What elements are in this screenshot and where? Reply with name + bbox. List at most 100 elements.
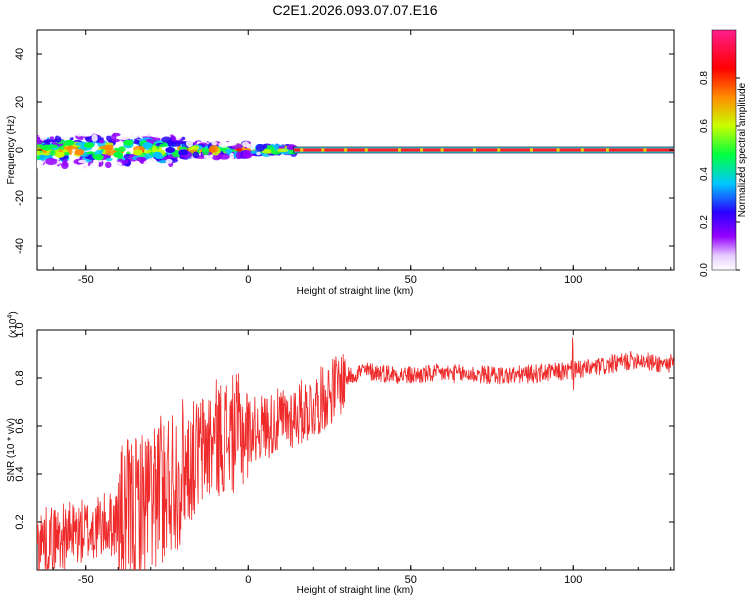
spectrogram-cell [225,148,232,155]
spectrogram-tone-bead [556,148,560,152]
spectrogram-cell [152,118,160,126]
snr-xlabel: Height of straight line (km) [297,585,414,596]
spectrogram-point [142,142,153,149]
spectrogram-tone-bead [321,148,325,152]
spectrogram-tone-bead [643,148,647,152]
snr-multiplier-exp: 4 [7,315,14,319]
spectrogram-cell [178,146,188,151]
spectrogram-cell [158,162,170,167]
spectrogram-cell [54,135,62,143]
spectrogram-point [84,142,94,149]
spectrogram-cell [98,139,105,144]
spectrogram-cell [65,132,75,138]
spectrogram-cell [106,134,112,142]
figure-title: C2E1.2026.093.07.07.E16 [272,2,437,18]
spectrogram-cell [211,141,218,146]
spectrogram-cell [105,157,113,162]
spectrogram-tone-bead [497,148,501,152]
spectrogram-cell [256,151,262,156]
spectrogram-tone-bead [420,148,424,152]
spectrogram-cell [113,120,121,125]
spectrogram-point [103,144,114,151]
spectrogram-cell [163,120,172,128]
spectrogram-panel: -50 0 50 100 -40 -20 0 20 40 Height of straight … [6,29,675,297]
spectrogram-cell [114,161,123,168]
snr-ticks: -50 0 50 100 0.2 0.4 0.6 0.8 1.0 [14,322,674,586]
snr-ytick-label: 1.0 [14,322,26,337]
spectrogram-cell [37,160,43,168]
spectrogram-cell [179,161,186,170]
spectrogram-cell [37,155,41,160]
spectrogram-cell [99,125,107,133]
spectrogram-cell [166,140,178,145]
spectrogram-cell [68,161,75,167]
spectrogram-cell [171,128,183,137]
spectrogram-ytick-label: -40 [14,238,26,254]
spectrogram-point [113,151,124,158]
spectrogram-cell [103,130,114,136]
spectrogram-cell [49,136,55,140]
spectrogram-cell [118,146,126,152]
colorbar-ticks: 0.0 0.2 0.4 0.6 0.8 [699,71,740,277]
spectrogram-point [152,151,163,158]
snr-multiplier: (x104) [7,311,19,338]
spectrogram-cell [128,131,137,138]
spectrogram-cell [277,148,289,153]
spectrogram-tone-bead [397,148,401,152]
spectrogram-cell [250,150,257,154]
spectrogram-cell [236,151,242,160]
spectrogram-cell [78,162,89,171]
spectrogram-cell [127,119,135,126]
spectrogram-tone-bead [440,148,444,152]
spectrogram-tone-bead [472,148,476,152]
spectrogram-cell [135,156,147,162]
spectrogram-cell [159,143,166,148]
spectrogram-point [132,149,143,156]
spectrogram-xtick-label: -50 [78,274,94,286]
colorbar-tick-label: 0.6 [699,119,710,133]
spectrogram-marks [37,117,674,171]
spectrogram-cell [209,144,219,153]
snr-xtick-label: 0 [245,574,251,586]
spectrogram-cell [218,141,230,148]
snr-panel: -50 0 50 100 0.2 0.4 0.6 0.8 1.0 Height of strai… [6,311,675,596]
spectrogram-point [93,154,104,161]
spectrogram-point [54,151,65,158]
spectrogram-cell [93,159,103,163]
spectrogram-ytick-label: 40 [14,48,26,60]
spectrogram-xlabel: Height of straight line (km) [297,286,414,297]
spectrogram-cell [185,139,194,148]
spectrogram-tone-bead [300,148,304,152]
spectrogram-cell [241,141,250,148]
spectrogram-cell [151,145,158,154]
spectrogram-xtick-label: 50 [405,274,417,286]
spectrogram-cell [124,159,129,164]
colorbar-tick-label: 0.8 [699,71,710,85]
spectrogram-cell [202,147,210,156]
svg-text:(x104): (x104) [7,311,19,338]
spectrogram-point [165,147,176,153]
spectrogram-ytick-label: -20 [14,190,26,206]
spectrogram-point [74,149,85,156]
snr-ylabel: SNR (10 * v/v) [6,418,17,482]
spectrogram-cell [37,140,43,145]
spectrogram-cell [241,150,253,158]
spectrogram-tone-core [293,148,674,152]
spectrogram-cell [153,163,162,167]
snr-ytick-label: 0.2 [14,514,26,529]
spectrogram-cell [192,151,200,159]
spectrogram-tone-bead [364,148,368,152]
spectrogram-cell [255,143,265,152]
spectrogram-cell [273,144,280,151]
spectrogram-ylabel: Frequency (Hz) [6,116,17,185]
spectrogram-tone-bead [605,148,609,152]
spectrogram-cell [235,148,243,152]
spectrogram-cell [229,152,235,161]
colorbar-tick-label: 0.0 [699,263,710,277]
spectrogram-cell [118,122,127,131]
spectrogram-cell [82,130,94,137]
spectrogram-cell [261,148,272,154]
spectrogram-cell [94,161,100,167]
spectrogram-cell [135,123,142,130]
